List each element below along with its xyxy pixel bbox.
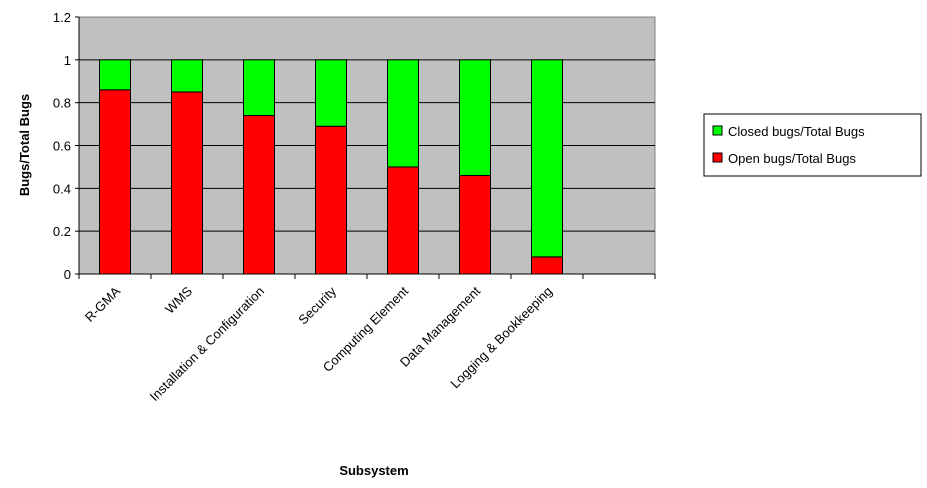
legend: Closed bugs/Total Bugs Open bugs/Total Bu… [703, 113, 922, 177]
bar-open-6 [531, 256, 563, 275]
bar-open-4 [387, 166, 419, 275]
legend-label: Closed bugs/Total Bugs [728, 124, 865, 139]
bar-open-1 [171, 91, 203, 275]
y-tick-label: 0.8 [53, 96, 71, 111]
legend-box [703, 113, 922, 177]
x-tick-label: Security [295, 283, 339, 327]
bar-closed-5 [459, 59, 491, 176]
bar-closed-2 [243, 59, 275, 117]
bar-closed-6 [531, 59, 563, 258]
y-tick-label: 1 [64, 53, 71, 68]
y-axis-title: Bugs/Total Bugs [17, 94, 32, 196]
y-tick-label: 0.4 [53, 181, 71, 196]
bar-closed-4 [387, 59, 419, 168]
bar-open-2 [243, 115, 275, 275]
legend-swatch [712, 125, 723, 136]
y-tick-label: 1.2 [53, 10, 71, 25]
x-tick-label: Installation & Configuration [147, 284, 267, 404]
y-tick-label: 0 [64, 267, 71, 282]
legend-swatch [712, 152, 723, 163]
x-tick-label: WMS [162, 283, 195, 316]
bar-closed-1 [171, 59, 203, 93]
y-tick-label: 0.6 [53, 139, 71, 154]
y-tick-label: 0.2 [53, 224, 71, 239]
legend-label: Open bugs/Total Bugs [728, 151, 856, 166]
bar-closed-0 [99, 59, 131, 91]
bar-open-0 [99, 89, 131, 275]
bar-open-5 [459, 174, 491, 275]
x-axis-title: Subsystem [339, 463, 408, 478]
bar-closed-3 [315, 59, 347, 127]
x-tick-label: R-GMA [82, 283, 123, 324]
bar-open-3 [315, 125, 347, 275]
